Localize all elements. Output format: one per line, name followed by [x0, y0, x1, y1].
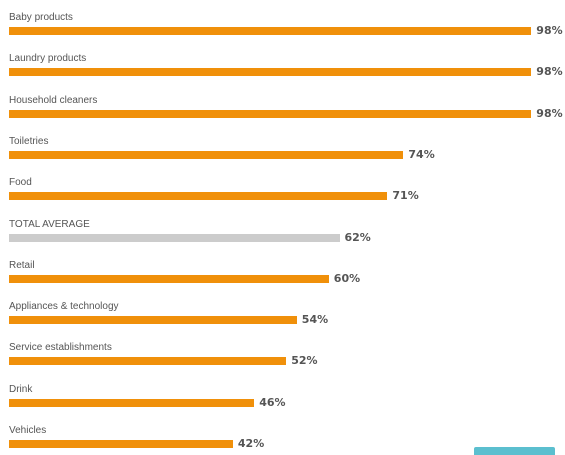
value-label: 62% [344, 230, 371, 244]
category-label: Drink [9, 383, 33, 395]
value-label: 54% [301, 313, 329, 327]
value-label: 98% [536, 24, 563, 37]
value-label: 52% [291, 354, 318, 368]
category-label: Vehicles [9, 425, 47, 436]
bar [9, 109, 532, 118]
bar [9, 150, 404, 159]
corner-badge [474, 447, 555, 455]
value-label: 42% [237, 437, 265, 450]
average-bar [9, 233, 340, 242]
category-label: Retail [9, 259, 35, 271]
value-label: 46% [259, 395, 286, 409]
bar [9, 398, 255, 407]
value-label: 74% [408, 147, 435, 161]
bar [9, 440, 233, 448]
value-label: 98% [536, 65, 563, 79]
bar [9, 316, 297, 325]
bar [9, 357, 287, 366]
category-label: Service establishments [9, 342, 112, 354]
category-label: Baby products [9, 12, 73, 23]
bar [9, 192, 388, 201]
category-label: Food [9, 177, 32, 189]
category-label: Toiletries [9, 135, 49, 147]
bar [9, 274, 329, 283]
bar [9, 27, 532, 35]
value-label: 98% [536, 106, 563, 120]
category-label: Household cleaners [9, 94, 98, 106]
value-label: 71% [392, 189, 419, 203]
value-label: 60% [333, 271, 361, 285]
category-label: TOTAL AVERAGE [9, 218, 90, 230]
category-label: Laundry products [9, 53, 87, 65]
category-label: Appliances & technology [9, 301, 119, 313]
bar [9, 68, 532, 77]
